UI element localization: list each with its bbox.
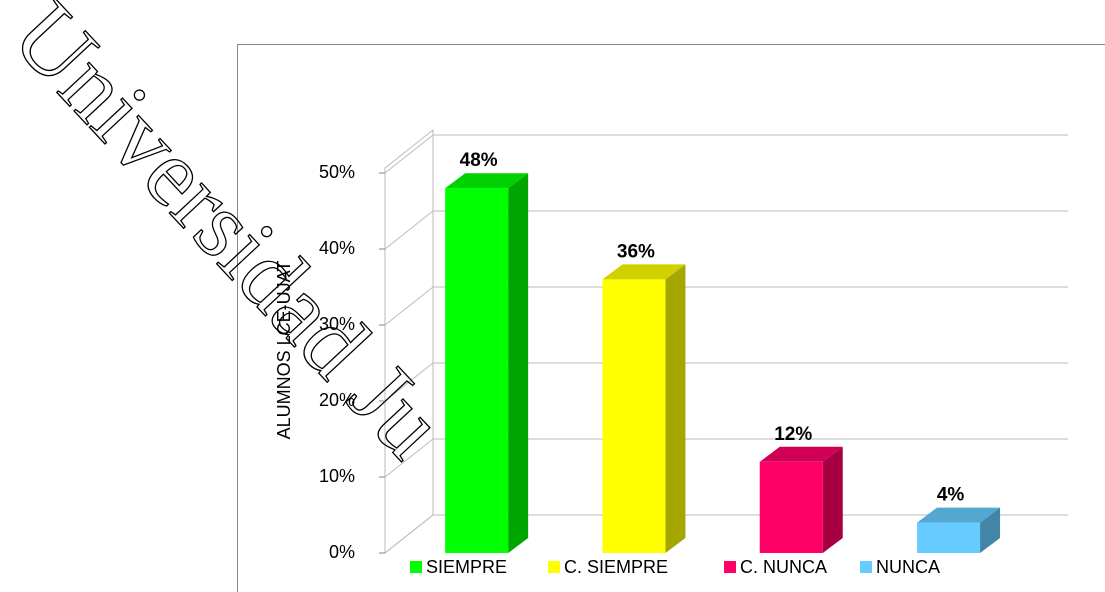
bar-top [445, 173, 529, 189]
bar-front [917, 522, 981, 553]
data-label: 48% [460, 150, 498, 171]
bar-front [602, 279, 666, 553]
grid-line [384, 286, 1068, 326]
bar-front [759, 461, 823, 553]
y-axis-label: ALUMNOS LCE-UJAT [274, 261, 294, 440]
legend-swatch [860, 561, 872, 573]
bar [602, 264, 686, 553]
bar-side [822, 446, 843, 553]
data-label: 4% [937, 485, 965, 506]
y-tick-label: 20% [319, 390, 355, 410]
legend-label: C. SIEMPRE [564, 557, 668, 577]
bar-front [445, 188, 509, 553]
y-tick-label: 50% [319, 162, 355, 182]
bar [759, 446, 843, 553]
legend-swatch [724, 561, 736, 573]
data-label: 36% [617, 241, 655, 262]
grid-line [384, 210, 1068, 250]
legend-label: NUNCA [876, 557, 940, 577]
y-tick-label: 40% [319, 238, 355, 258]
bar-side [508, 173, 529, 553]
legend-label: C. NUNCA [740, 557, 827, 577]
grid-line [384, 438, 1068, 478]
legend-label: SIEMPRE [426, 557, 507, 577]
y-tick-label: 30% [319, 314, 355, 334]
bar [917, 507, 1001, 553]
grid-line [384, 514, 1068, 554]
grid-line [384, 362, 1068, 402]
y-tick-label: 10% [319, 466, 355, 486]
bar-side [665, 264, 686, 553]
bar-top [759, 446, 843, 462]
bar-side [980, 507, 1001, 553]
bar [445, 173, 529, 553]
bar-top [917, 507, 1001, 523]
bar-top [602, 264, 686, 280]
grid-line [384, 134, 1068, 174]
legend-swatch [548, 561, 560, 573]
data-label: 12% [774, 424, 812, 445]
legend-swatch [410, 561, 422, 573]
y-tick-label: 0% [329, 542, 355, 562]
